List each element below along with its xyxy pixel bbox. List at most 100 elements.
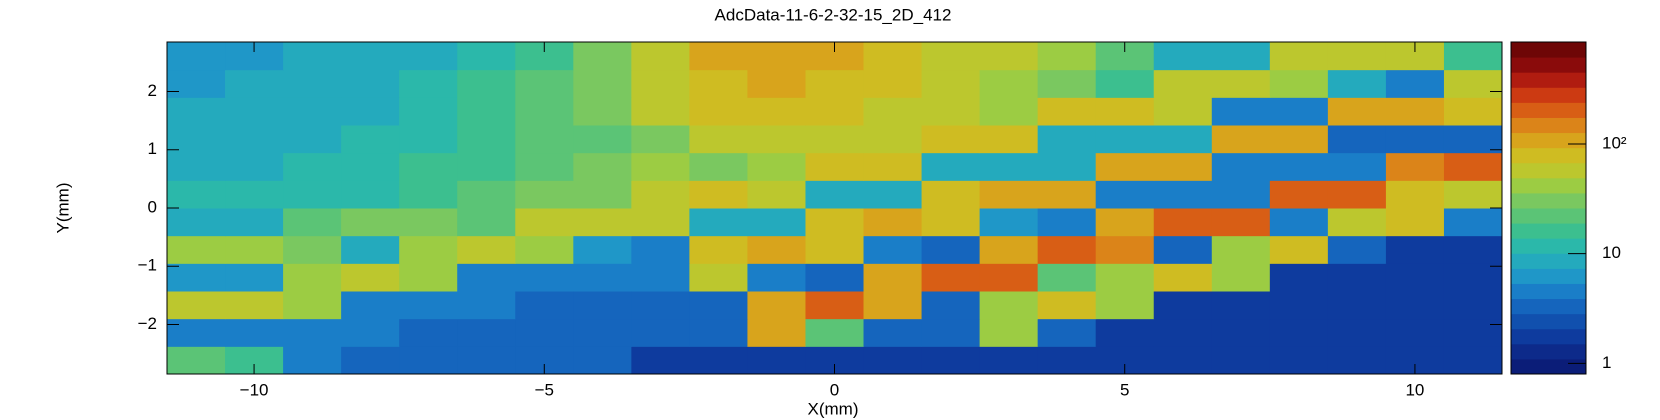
- heatmap-cell: [1095, 69, 1155, 98]
- heatmap-cell: [457, 69, 516, 98]
- heatmap-cell: [1385, 208, 1445, 237]
- heatmap-cell: [1327, 291, 1387, 320]
- heatmap-cell: [399, 180, 458, 209]
- colorbar-band: [1511, 238, 1586, 254]
- heatmap-cell: [341, 208, 400, 237]
- heatmap-cell: [457, 180, 516, 209]
- chart-title: AdcData-11-6-2-32-15_2D_412: [715, 5, 952, 24]
- heatmap-cell: [1211, 235, 1271, 264]
- heatmap-cell: [283, 318, 342, 347]
- heatmap-cell: [1037, 346, 1097, 375]
- heatmap-cell: [573, 42, 632, 71]
- heatmap-cell: [979, 69, 1039, 98]
- heatmap-cell: [1095, 152, 1155, 181]
- heatmap-cell: [1385, 125, 1445, 154]
- heatmap-cell: [1443, 263, 1503, 292]
- colorbar-tick-label: 10²: [1602, 133, 1627, 152]
- heatmap-cell: [399, 235, 458, 264]
- colorbar-band: [1511, 72, 1586, 88]
- heatmap-cell: [1327, 235, 1387, 264]
- y-tick-label: −2: [138, 314, 157, 333]
- heatmap-cell: [515, 235, 574, 264]
- heatmap-cell: [747, 263, 806, 292]
- heatmap-cell: [1153, 318, 1213, 347]
- heatmap-cell: [1269, 42, 1329, 71]
- heatmap-cell: [283, 291, 342, 320]
- heatmap-cell: [573, 97, 632, 126]
- heatmap-cell: [225, 97, 284, 126]
- heatmap-cell: [225, 318, 284, 347]
- heatmap-cell: [573, 318, 632, 347]
- x-tick-label: −5: [535, 380, 554, 399]
- heatmap-cell: [747, 69, 806, 98]
- heatmap-cell: [863, 263, 923, 292]
- colorbar-band: [1511, 87, 1586, 103]
- heatmap-cell: [573, 180, 632, 209]
- heatmap-cell: [921, 208, 981, 237]
- heatmap-cell: [805, 235, 865, 264]
- heatmap-cell: [921, 263, 981, 292]
- colorbar-band: [1511, 313, 1586, 330]
- heatmap-cell: [341, 346, 400, 375]
- heatmap-cell: [167, 208, 226, 237]
- heatmap-cell: [631, 208, 690, 237]
- heatmap-cell: [1327, 263, 1387, 292]
- heatmap-cell: [689, 125, 748, 154]
- heatmap-cell: [1443, 318, 1503, 347]
- heatmap-cell: [1443, 346, 1503, 375]
- heatmap-cell: [747, 291, 806, 320]
- heatmap-cell: [921, 235, 981, 264]
- heatmap-cell: [1327, 208, 1387, 237]
- heatmap-cell: [1211, 318, 1271, 347]
- heatmap-cell: [1385, 263, 1445, 292]
- heatmap-cell: [457, 318, 516, 347]
- heatmap-cell: [1211, 42, 1271, 71]
- heatmap-cell: [1037, 180, 1097, 209]
- heatmap-cell: [225, 235, 284, 264]
- heatmap-cell: [631, 263, 690, 292]
- heatmap-cell: [1269, 263, 1329, 292]
- heatmap-cell: [979, 346, 1039, 375]
- heatmap-cell: [399, 42, 458, 71]
- heatmap-cell: [167, 180, 226, 209]
- heatmap-cell: [457, 97, 516, 126]
- colorbar-band: [1511, 223, 1586, 239]
- heatmap-cell: [921, 291, 981, 320]
- heatmap-cell: [1211, 69, 1271, 98]
- heatmap-cell: [1037, 235, 1097, 264]
- heatmap-cell: [979, 152, 1039, 181]
- heatmap-cell: [805, 318, 865, 347]
- heatmap-cell: [631, 291, 690, 320]
- heatmap-cell: [689, 180, 748, 209]
- colorbar-band: [1511, 268, 1586, 284]
- heatmap-cell: [921, 318, 981, 347]
- heatmap-cell: [863, 291, 923, 320]
- heatmap-cell: [631, 318, 690, 347]
- heatmap-cell: [573, 346, 632, 375]
- heatmap-cell: [921, 346, 981, 375]
- heatmap-cell: [283, 263, 342, 292]
- heatmap-cell: [1153, 97, 1213, 126]
- heatmap-cell: [1443, 69, 1503, 98]
- x-tick-label: 0: [830, 380, 839, 399]
- heatmap-cell: [1443, 42, 1503, 71]
- heatmap-cell: [573, 208, 632, 237]
- heatmap-cell: [805, 152, 865, 181]
- heatmap-cell: [1327, 318, 1387, 347]
- heatmap-cell: [1443, 180, 1503, 209]
- colorbar-band: [1511, 253, 1586, 269]
- heatmap-cell: [283, 235, 342, 264]
- heatmap-cell: [515, 69, 574, 98]
- heatmap-cell: [1211, 263, 1271, 292]
- heatmap-cell: [283, 152, 342, 181]
- heatmap-cell: [863, 180, 923, 209]
- heatmap-cell: [283, 97, 342, 126]
- heatmap-cell: [689, 208, 748, 237]
- heatmap-cell: [689, 97, 748, 126]
- heatmap-cell: [1037, 318, 1097, 347]
- heatmap-cell: [1443, 235, 1503, 264]
- colorbar-band: [1511, 298, 1586, 315]
- heatmap-cell: [283, 125, 342, 154]
- y-tick-label: −1: [138, 256, 157, 275]
- colorbar-band: [1511, 57, 1586, 73]
